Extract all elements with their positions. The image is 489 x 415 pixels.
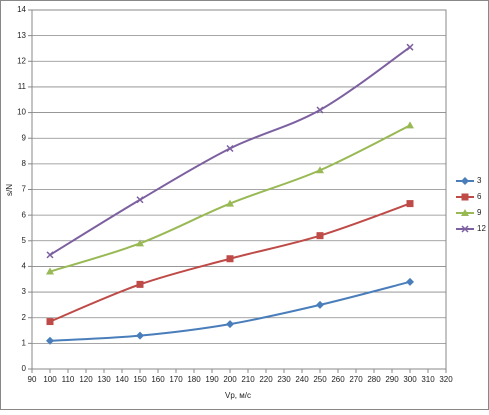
x-tick-label: 240 <box>295 375 309 384</box>
marker <box>136 331 144 340</box>
x-tick-label: 200 <box>223 375 237 384</box>
x-tick-label: 190 <box>205 375 219 384</box>
x-tick-label: 170 <box>169 375 183 384</box>
marker <box>46 251 54 259</box>
x-tick-label: 220 <box>259 375 273 384</box>
marker <box>406 121 414 129</box>
marker <box>461 193 469 201</box>
marker <box>461 177 469 185</box>
legend-label: 6 <box>477 192 482 201</box>
x-tick-label: 110 <box>62 375 75 384</box>
marker <box>461 209 469 216</box>
x-tick-label: 120 <box>79 375 93 384</box>
y-tick-label: 2 <box>22 313 27 322</box>
y-tick-label: 9 <box>22 133 27 142</box>
marker <box>226 255 234 263</box>
y-axis-label: s/N <box>5 184 14 196</box>
marker <box>316 106 324 114</box>
marker <box>46 336 54 345</box>
y-tick-label: 7 <box>22 185 27 194</box>
marker <box>136 196 144 204</box>
x-tick-label: 230 <box>277 375 291 384</box>
x-tick-label: 210 <box>241 375 255 384</box>
marker <box>226 320 234 329</box>
y-tick-label: 4 <box>22 262 27 271</box>
x-tick-label: 270 <box>349 375 363 384</box>
marker <box>406 43 414 51</box>
marker <box>316 232 324 240</box>
marker <box>46 267 54 275</box>
x-tick-label: 160 <box>151 375 165 384</box>
marker <box>316 166 324 174</box>
legend-label: 3 <box>477 176 482 185</box>
x-tick-label: 140 <box>115 375 129 384</box>
marker <box>46 318 54 326</box>
y-tick-label: 8 <box>22 159 27 168</box>
x-tick-label: 280 <box>367 375 381 384</box>
x-tick-label: 90 <box>28 375 37 384</box>
x-tick-label: 290 <box>385 375 399 384</box>
marker <box>461 225 469 233</box>
x-tick-label: 150 <box>133 375 147 384</box>
x-tick-label: 100 <box>43 375 57 384</box>
marker <box>406 200 414 208</box>
x-tick-label: 320 <box>439 375 453 384</box>
y-tick-label: 0 <box>22 364 27 373</box>
marker <box>136 280 144 288</box>
legend-label: 12 <box>477 224 486 233</box>
y-tick-label: 10 <box>17 108 26 117</box>
y-tick-label: 5 <box>22 236 27 245</box>
y-tick-label: 12 <box>17 56 26 65</box>
x-tick-label: 260 <box>331 375 345 384</box>
y-tick-label: 1 <box>22 338 27 347</box>
y-tick-label: 14 <box>17 5 26 14</box>
marker <box>136 239 144 247</box>
marker <box>316 300 324 309</box>
x-tick-label: 310 <box>421 375 435 384</box>
y-tick-label: 6 <box>22 210 27 219</box>
x-axis-label: Vp, м/с <box>225 391 251 400</box>
legend-label: 9 <box>477 208 482 217</box>
marker <box>226 199 234 207</box>
x-tick-label: 180 <box>187 375 201 384</box>
marker <box>406 277 414 286</box>
y-tick-label: 11 <box>18 82 27 91</box>
x-tick-label: 130 <box>97 375 111 384</box>
y-tick-label: 3 <box>22 287 27 296</box>
x-tick-label: 300 <box>403 375 417 384</box>
marker <box>226 144 234 153</box>
x-tick-label: 250 <box>313 375 327 384</box>
y-tick-label: 13 <box>17 31 26 40</box>
